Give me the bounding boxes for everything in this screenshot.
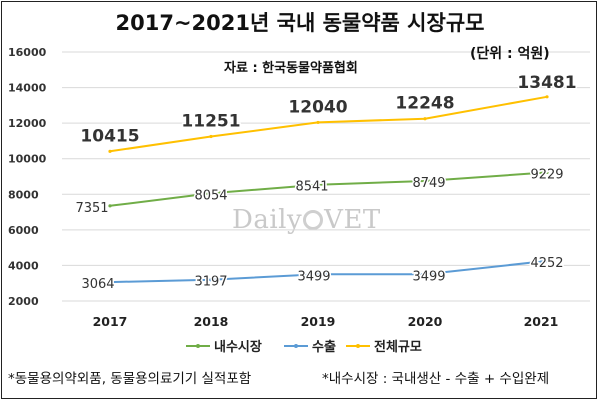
- x-tick-label: 2018: [194, 314, 229, 329]
- data-point: [108, 149, 112, 153]
- data-point: [316, 120, 320, 125]
- y-tick-label: 2000: [8, 295, 39, 308]
- x-tick-label: 2021: [524, 314, 559, 329]
- legend-label: 수출: [312, 339, 336, 355]
- data-point: [316, 272, 320, 276]
- x-tick-label: 2019: [301, 314, 336, 329]
- y-tick-label: 14000: [8, 82, 47, 95]
- data-label: 8749: [412, 176, 445, 191]
- legend-label: 전체규모: [374, 339, 422, 355]
- data-label: 3064: [81, 277, 114, 292]
- legend-marker: [356, 344, 360, 348]
- legend-label: 내수시장: [214, 339, 262, 355]
- watermark-circle-icon: [303, 210, 324, 230]
- data-point: [316, 183, 320, 187]
- data-label: 4252: [530, 256, 563, 271]
- data-point: [209, 191, 213, 195]
- data-point: [423, 117, 427, 121]
- footnote-left: *동물용의약외품, 동물용의료기기 실적포함: [8, 371, 252, 387]
- chart-title: 2017~2021년 국내 동물약품 시장규모: [115, 11, 485, 35]
- data-point: [545, 95, 549, 99]
- data-label: 11251: [181, 111, 240, 131]
- y-tick-label: 8000: [8, 188, 39, 201]
- data-point: [423, 272, 427, 276]
- data-label: 12248: [395, 94, 454, 114]
- data-label: 8541: [295, 180, 328, 195]
- chart-unit: (단위 : 억원): [470, 45, 550, 62]
- y-tick-label: 12000: [8, 117, 47, 130]
- x-tick-label: 2017: [93, 314, 128, 329]
- data-label: 3197: [194, 275, 227, 290]
- data-label: 12040: [288, 97, 347, 117]
- data-label: 9229: [530, 167, 563, 182]
- footnote-right: *내수시장 : 국내생산 - 수출 + 수입완제: [322, 371, 550, 387]
- data-point: [209, 134, 213, 139]
- legend-marker: [196, 344, 200, 348]
- data-label: 7351: [75, 201, 108, 216]
- y-tick-label: 16000: [8, 46, 47, 59]
- data-label: 13481: [517, 73, 576, 93]
- chart-source: 자료 : 한국동물약품협회: [224, 60, 358, 76]
- data-label: 3499: [297, 269, 330, 284]
- data-point: [108, 204, 112, 208]
- legend-marker: [294, 344, 298, 348]
- y-tick-label: 6000: [8, 224, 39, 237]
- y-tick-label: 4000: [8, 259, 39, 272]
- data-point: [108, 280, 112, 284]
- data-label: 8054: [194, 188, 227, 203]
- x-tick-label: 2020: [408, 314, 443, 329]
- data-point: [545, 170, 549, 175]
- data-label: 10415: [80, 126, 139, 146]
- data-label: 3499: [412, 269, 445, 284]
- data-point: [209, 278, 213, 282]
- y-tick-label: 10000: [8, 153, 47, 166]
- data-point: [423, 179, 427, 183]
- data-point: [545, 259, 549, 263]
